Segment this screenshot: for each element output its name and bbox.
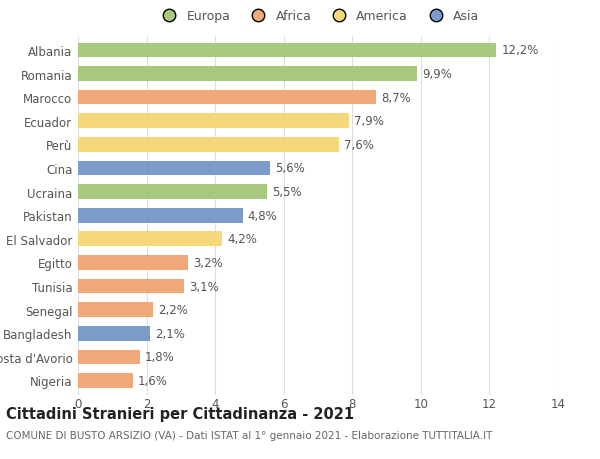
Bar <box>78 44 496 58</box>
Text: 2,1%: 2,1% <box>155 327 185 340</box>
Bar <box>78 232 222 246</box>
Bar <box>78 350 140 364</box>
Text: 3,1%: 3,1% <box>190 280 219 293</box>
Text: 8,7%: 8,7% <box>382 91 411 105</box>
Text: 4,8%: 4,8% <box>248 209 277 222</box>
Bar <box>78 138 338 152</box>
Text: 7,9%: 7,9% <box>354 115 384 128</box>
Bar <box>78 373 133 388</box>
Bar <box>78 279 184 294</box>
Text: 3,2%: 3,2% <box>193 257 223 269</box>
Bar <box>78 302 154 317</box>
Bar <box>78 256 188 270</box>
Text: Cittadini Stranieri per Cittadinanza - 2021: Cittadini Stranieri per Cittadinanza - 2… <box>6 406 354 421</box>
Bar <box>78 114 349 129</box>
Text: 2,2%: 2,2% <box>158 303 188 316</box>
Text: 7,6%: 7,6% <box>344 139 374 151</box>
Text: 5,5%: 5,5% <box>272 186 301 199</box>
Bar <box>78 185 266 200</box>
Text: 5,6%: 5,6% <box>275 162 305 175</box>
Text: COMUNE DI BUSTO ARSIZIO (VA) - Dati ISTAT al 1° gennaio 2021 - Elaborazione TUTT: COMUNE DI BUSTO ARSIZIO (VA) - Dati ISTA… <box>6 431 493 441</box>
Bar <box>78 67 418 82</box>
Bar <box>78 208 242 223</box>
Bar <box>78 161 270 176</box>
Text: 1,8%: 1,8% <box>145 351 175 364</box>
Text: 12,2%: 12,2% <box>502 45 539 57</box>
Text: 1,6%: 1,6% <box>138 374 168 387</box>
Bar <box>78 91 376 105</box>
Text: 4,2%: 4,2% <box>227 233 257 246</box>
Bar <box>78 326 150 341</box>
Text: 9,9%: 9,9% <box>422 68 452 81</box>
Legend: Europa, Africa, America, Asia: Europa, Africa, America, Asia <box>157 11 479 23</box>
